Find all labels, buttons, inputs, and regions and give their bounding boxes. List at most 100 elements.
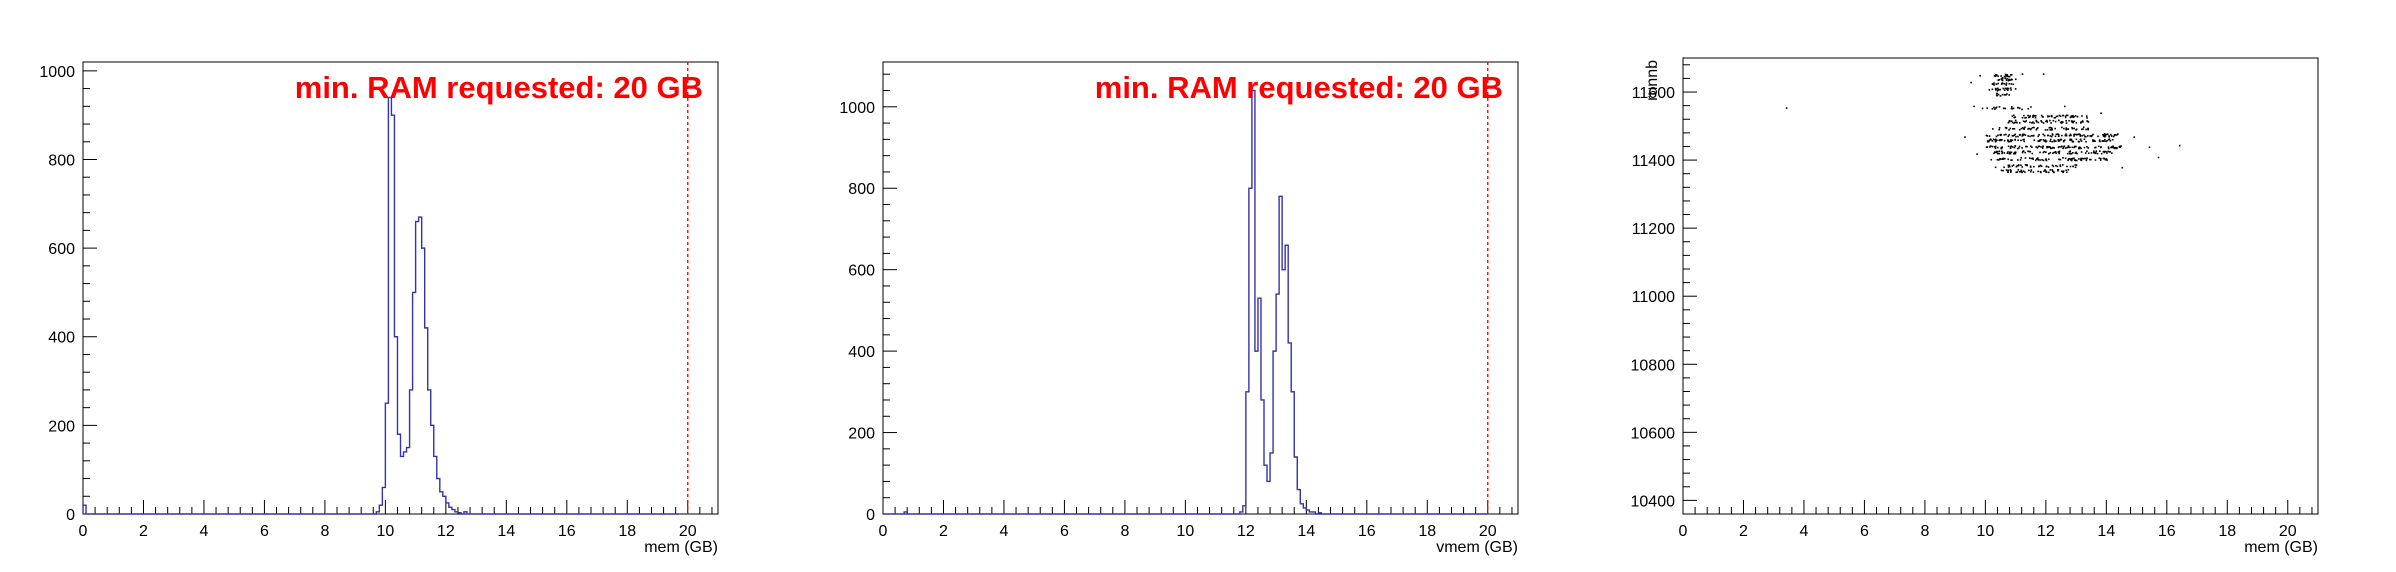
scatter-point <box>2118 145 2121 148</box>
scatter-point <box>2027 108 2030 110</box>
scatter-point <box>2013 116 2015 119</box>
scatter-point <box>2022 133 2024 136</box>
scatter-point <box>2091 134 2093 137</box>
scatter-point <box>2094 140 2096 143</box>
scatter-point <box>2028 116 2030 119</box>
x-tick-label: 2 <box>1739 523 1748 540</box>
scatter-point <box>2059 115 2062 118</box>
scatter-point <box>2053 140 2055 143</box>
scatter-point <box>1996 90 1999 92</box>
scatter-point <box>2111 152 2113 154</box>
scatter-point <box>2001 139 2003 141</box>
scatter-point <box>2041 121 2043 123</box>
scatter-point <box>2042 139 2045 141</box>
scatter-point <box>1991 83 1994 85</box>
scatter-point <box>1991 108 1994 110</box>
scatter-point <box>2010 87 2012 89</box>
scatter-point <box>2014 152 2017 155</box>
scatter-point <box>2000 83 2003 86</box>
scatter-point <box>1973 105 1975 108</box>
scatter-point <box>2031 126 2034 129</box>
scatter-point <box>2051 134 2054 136</box>
scatter-point <box>2037 170 2039 173</box>
scatter-point <box>2069 150 2072 152</box>
scatter-point <box>2029 121 2031 124</box>
histogram-line <box>82 96 679 515</box>
scatter-point <box>2028 127 2030 130</box>
scatter-point <box>1991 88 1994 91</box>
scatter-point <box>2112 147 2115 149</box>
scatter-point <box>2024 157 2027 159</box>
scatter-point <box>2086 157 2088 159</box>
scatter-point <box>2008 75 2011 78</box>
scatter-point <box>2061 126 2063 129</box>
scatter-point <box>1994 166 1997 169</box>
scatter-point <box>2011 146 2014 148</box>
scatter-point <box>2000 147 2002 150</box>
scatter-point <box>2046 121 2049 123</box>
scatter-point <box>1996 94 1998 97</box>
scatter-point <box>2043 150 2046 153</box>
scatter-point <box>2006 75 2009 77</box>
scatter-point <box>2001 93 2004 96</box>
scatter-point <box>1993 75 1996 77</box>
scatter-point <box>2074 166 2077 169</box>
scatter-point <box>2060 170 2063 173</box>
scatter-point <box>2027 135 2029 137</box>
y-tick-label: 11600 <box>1632 85 1675 102</box>
scatter-point <box>2087 147 2089 149</box>
scatter-point <box>2046 165 2048 168</box>
scatter-point <box>2042 145 2044 147</box>
scatter-point <box>2024 121 2026 123</box>
scatter-point <box>2066 114 2068 117</box>
scatter-point <box>2028 157 2031 159</box>
scatter-point <box>2062 140 2065 143</box>
scatter-point <box>1990 145 1992 147</box>
scatter-point <box>2006 74 2008 76</box>
scatter-point <box>2051 140 2053 143</box>
scatter-point <box>2008 140 2011 143</box>
scatter-point <box>2092 139 2094 141</box>
scatter-point <box>2017 169 2020 171</box>
scatter-point <box>2048 171 2050 174</box>
scatter-point <box>2085 115 2088 117</box>
scatter-point <box>2075 128 2078 131</box>
scatter-point <box>2100 152 2103 155</box>
scatter-point <box>2071 126 2073 129</box>
histogram-line <box>883 89 1488 515</box>
scatter-point <box>2007 139 2009 141</box>
scatter-point <box>2098 157 2101 159</box>
scatter-point <box>2073 133 2075 136</box>
x-tick-label: 8 <box>1920 523 1929 540</box>
scatter-point <box>2062 171 2064 174</box>
scatter-point <box>2020 164 2022 166</box>
scatter-point <box>2027 114 2029 117</box>
scatter-point <box>2068 134 2071 137</box>
scatter-point <box>2058 150 2061 153</box>
scatter-point <box>2055 140 2057 142</box>
scatter-point <box>2050 122 2052 124</box>
scatter-point <box>2028 150 2030 153</box>
scatter-point <box>2111 135 2113 137</box>
scatter-point <box>1785 107 1788 109</box>
scatter-point <box>1995 89 1997 91</box>
scatter-point <box>2047 146 2049 148</box>
scatter-point <box>2052 165 2055 168</box>
y-tick-label: 600 <box>48 241 75 258</box>
scatter-point <box>2111 145 2114 148</box>
scatter-point <box>2064 115 2067 117</box>
scatter-point <box>2009 152 2012 155</box>
scatter-point <box>1985 146 1988 148</box>
scatter-point <box>2010 140 2012 143</box>
scatter-point <box>2022 139 2024 141</box>
scatter-point <box>2040 146 2042 148</box>
scatter-point <box>2031 152 2034 155</box>
scatter-point <box>2057 140 2060 142</box>
scatter-point <box>2010 151 2013 154</box>
scatter-point <box>2085 140 2087 143</box>
scatter-point <box>2074 159 2076 161</box>
scatter-point <box>2114 147 2116 150</box>
scatter-point <box>2017 165 2019 167</box>
scatter-point <box>2049 140 2051 142</box>
scatter-point <box>2023 114 2025 117</box>
